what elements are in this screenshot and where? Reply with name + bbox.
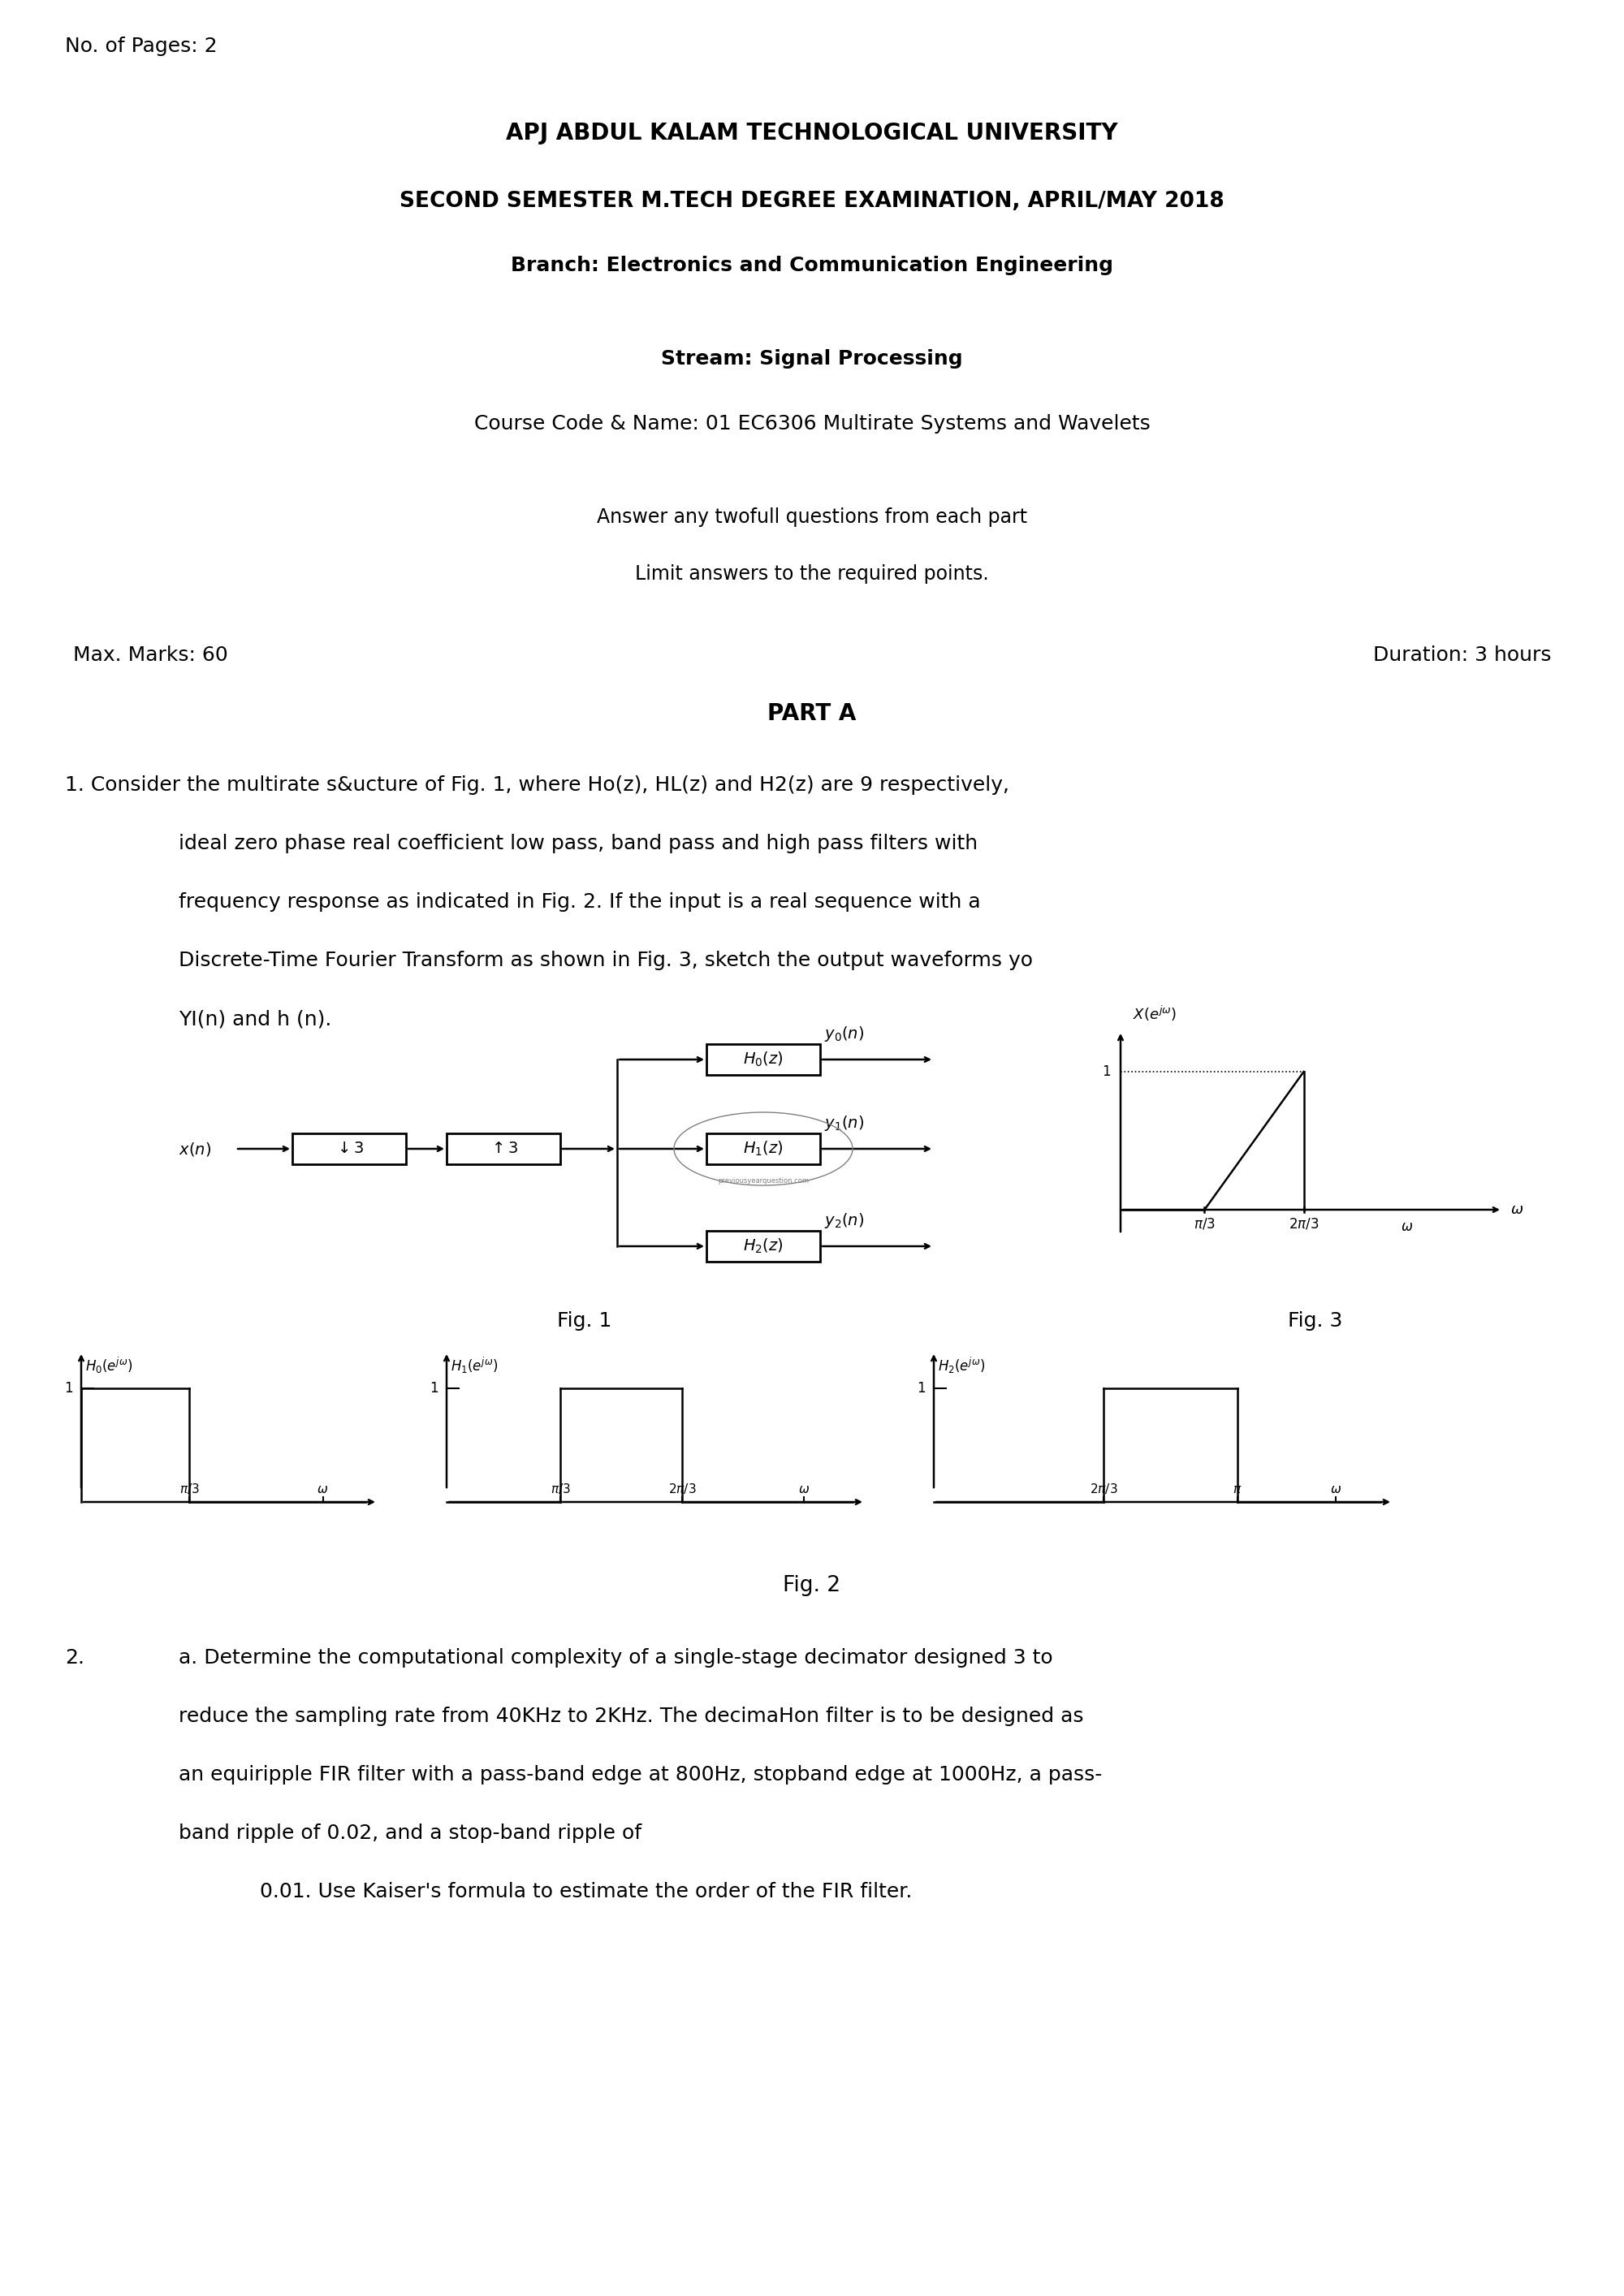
Text: YI(n) and h (n).: YI(n) and h (n). [179,1010,331,1029]
Text: $H_0(z)$: $H_0(z)$ [744,1052,783,1068]
Text: a. Determine the computational complexity of a single-stage decimator designed 3: a. Determine the computational complexit… [179,1649,1052,1667]
Text: $y_1(n)$: $y_1(n)$ [825,1114,864,1132]
Text: Branch: Electronics and Communication Engineering: Branch: Electronics and Communication En… [510,255,1114,276]
Text: Fig. 1: Fig. 1 [557,1311,612,1332]
Text: $2\pi/3$: $2\pi/3$ [667,1481,697,1495]
Text: $H_2(z)$: $H_2(z)$ [744,1238,783,1256]
Text: $y_2(n)$: $y_2(n)$ [825,1212,864,1231]
Bar [706,1231,820,1263]
Text: APJ ABDUL KALAM TECHNOLOGICAL UNIVERSITY: APJ ABDUL KALAM TECHNOLOGICAL UNIVERSITY [507,122,1117,145]
Text: $H_1(e^{j\omega})$: $H_1(e^{j\omega})$ [451,1357,499,1375]
Text: $\downarrow 3$: $\downarrow 3$ [335,1141,364,1157]
Text: Discrete-Time Fourier Transform as shown in Fig. 3, sketch the output waveforms : Discrete-Time Fourier Transform as shown… [179,951,1033,971]
Text: $\omega$: $\omega$ [1510,1203,1523,1217]
Text: previousyearquestion.com: previousyearquestion.com [718,1178,809,1185]
Text: $X(e^{j\omega})$: $X(e^{j\omega})$ [1134,1003,1177,1024]
Text: $\omega$: $\omega$ [1400,1219,1413,1233]
Text: reduce the sampling rate from 40KHz to 2KHz. The decimaHon filter is to be desig: reduce the sampling rate from 40KHz to 2… [179,1706,1083,1727]
Text: Course Code & Name: 01 EC6306 Multirate Systems and Wavelets: Course Code & Name: 01 EC6306 Multirate … [474,413,1150,434]
Text: $H_2(e^{j\omega})$: $H_2(e^{j\omega})$ [939,1357,986,1375]
Bar [447,1134,560,1164]
Text: 1: 1 [65,1380,73,1396]
Bar [292,1134,406,1164]
Text: 1: 1 [430,1380,438,1396]
Text: 1: 1 [1103,1065,1111,1079]
Text: $\omega$: $\omega$ [797,1483,810,1495]
Text: ideal zero phase real coefficient low pass, band pass and high pass filters with: ideal zero phase real coefficient low pa… [179,833,978,854]
Text: $x(n)$: $x(n)$ [179,1141,211,1157]
Text: $\pi/3$: $\pi/3$ [1194,1217,1215,1231]
Text: Fig. 3: Fig. 3 [1288,1311,1343,1332]
Text: $\pi/3$: $\pi/3$ [179,1481,200,1495]
Text: $2\pi/3$: $2\pi/3$ [1288,1217,1319,1231]
Text: Stream: Signal Processing: Stream: Signal Processing [661,349,963,370]
Text: $\pi$: $\pi$ [1233,1483,1242,1495]
Text: $y_0(n)$: $y_0(n)$ [825,1024,864,1042]
Text: 0.01. Use Kaiser's formula to estimate the order of the FIR filter.: 0.01. Use Kaiser's formula to estimate t… [260,1883,913,1901]
Text: 1: 1 [918,1380,926,1396]
Text: SECOND SEMESTER M.TECH DEGREE EXAMINATION, APRIL/MAY 2018: SECOND SEMESTER M.TECH DEGREE EXAMINATIO… [400,191,1224,211]
Text: $H_1(z)$: $H_1(z)$ [744,1139,783,1157]
Text: PART A: PART A [768,703,856,726]
Bar [706,1045,820,1075]
Text: Max. Marks: 60: Max. Marks: 60 [73,645,227,666]
Text: Duration: 3 hours: Duration: 3 hours [1372,645,1551,666]
Text: frequency response as indicated in Fig. 2. If the input is a real sequence with : frequency response as indicated in Fig. … [179,893,981,912]
Text: 2.: 2. [65,1649,84,1667]
Text: No. of Pages: 2: No. of Pages: 2 [65,37,218,55]
Text: band ripple of 0.02, and a stop-band ripple of: band ripple of 0.02, and a stop-band rip… [179,1823,641,1844]
Text: Fig. 2: Fig. 2 [783,1575,841,1596]
Text: $\uparrow 3$: $\uparrow 3$ [489,1141,518,1157]
Text: Limit answers to the required points.: Limit answers to the required points. [635,565,989,583]
Text: $H_0(e^{j\omega})$: $H_0(e^{j\omega})$ [84,1357,133,1375]
Text: $2\pi/3$: $2\pi/3$ [1090,1481,1117,1495]
Text: $\omega$: $\omega$ [317,1483,328,1495]
Text: $\pi/3$: $\pi/3$ [551,1481,570,1495]
Text: Answer any twofull questions from each part: Answer any twofull questions from each p… [596,507,1028,526]
Text: an equiripple FIR filter with a pass-band edge at 800Hz, stopband edge at 1000Hz: an equiripple FIR filter with a pass-ban… [179,1766,1103,1784]
Bar [706,1134,820,1164]
Text: $\omega$: $\omega$ [1330,1483,1341,1495]
Text: 1. Consider the multirate s&ucture of Fig. 1, where Ho(z), HL(z) and H2(z) are 9: 1. Consider the multirate s&ucture of Fi… [65,776,1010,794]
